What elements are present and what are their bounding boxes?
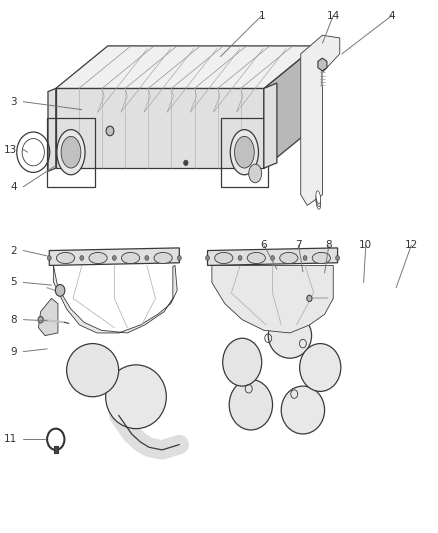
Text: 3: 3: [10, 96, 17, 107]
Ellipse shape: [121, 253, 140, 264]
Ellipse shape: [113, 256, 116, 261]
Polygon shape: [264, 46, 316, 168]
Polygon shape: [56, 88, 264, 168]
Ellipse shape: [215, 253, 233, 264]
Ellipse shape: [38, 317, 43, 323]
Polygon shape: [39, 298, 58, 336]
Ellipse shape: [271, 256, 275, 261]
Ellipse shape: [57, 253, 74, 264]
Text: 1: 1: [258, 11, 265, 21]
Polygon shape: [48, 88, 56, 171]
Text: 11: 11: [4, 434, 17, 445]
Ellipse shape: [177, 256, 181, 261]
Ellipse shape: [316, 196, 321, 209]
Ellipse shape: [154, 253, 172, 264]
Polygon shape: [208, 248, 338, 265]
Ellipse shape: [47, 256, 51, 261]
Text: 13: 13: [4, 144, 17, 155]
Text: 2: 2: [10, 246, 17, 255]
Ellipse shape: [316, 191, 321, 204]
Ellipse shape: [106, 365, 166, 429]
Polygon shape: [56, 46, 316, 88]
FancyBboxPatch shape: [53, 446, 58, 453]
Text: 4: 4: [10, 182, 17, 192]
Polygon shape: [264, 83, 277, 168]
Ellipse shape: [234, 136, 254, 168]
Ellipse shape: [300, 344, 341, 391]
Text: 14: 14: [327, 11, 340, 21]
Text: 6: 6: [261, 240, 267, 250]
Ellipse shape: [303, 256, 307, 261]
Ellipse shape: [55, 285, 65, 296]
Text: 8: 8: [325, 240, 332, 250]
Ellipse shape: [80, 256, 84, 261]
Ellipse shape: [205, 256, 209, 261]
Ellipse shape: [106, 126, 114, 136]
Polygon shape: [53, 265, 177, 333]
Ellipse shape: [145, 256, 149, 261]
Text: 10: 10: [359, 240, 372, 250]
Ellipse shape: [67, 344, 119, 397]
Ellipse shape: [316, 193, 321, 207]
Ellipse shape: [223, 338, 262, 386]
Text: 7: 7: [295, 240, 302, 250]
Ellipse shape: [307, 295, 312, 302]
Text: 4: 4: [389, 11, 395, 21]
Ellipse shape: [61, 136, 81, 168]
Text: 5: 5: [10, 278, 17, 287]
Ellipse shape: [280, 253, 298, 264]
Ellipse shape: [247, 253, 265, 264]
Ellipse shape: [89, 253, 107, 264]
Ellipse shape: [184, 160, 188, 165]
Polygon shape: [301, 35, 340, 205]
Ellipse shape: [238, 256, 242, 261]
Ellipse shape: [57, 130, 85, 175]
Text: 8: 8: [10, 314, 17, 325]
Ellipse shape: [268, 313, 311, 358]
Polygon shape: [49, 248, 179, 265]
Ellipse shape: [281, 386, 325, 434]
Ellipse shape: [336, 256, 339, 261]
Text: 12: 12: [405, 240, 418, 250]
Text: 9: 9: [10, 346, 17, 357]
Ellipse shape: [230, 130, 258, 175]
Ellipse shape: [249, 164, 262, 183]
Polygon shape: [318, 58, 327, 71]
Polygon shape: [212, 265, 333, 333]
Ellipse shape: [312, 253, 330, 264]
Ellipse shape: [229, 379, 272, 430]
